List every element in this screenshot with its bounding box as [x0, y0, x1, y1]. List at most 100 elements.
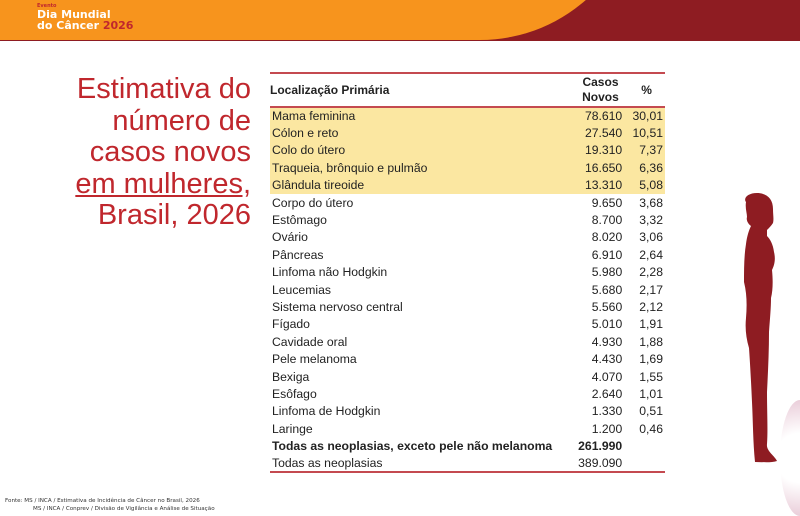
- cell-cases: 5.560: [591, 299, 623, 314]
- header-location: Localização Primária: [270, 83, 390, 97]
- source-note: Fonte: MS / INCA / Estimativa de Incidên…: [5, 498, 215, 513]
- cell-location: Bexiga: [272, 369, 310, 384]
- table-row: Estômago 8.700 3,32: [270, 211, 665, 228]
- cell-percent: 7,37: [628, 141, 665, 160]
- cell-percent: 2,12: [639, 299, 663, 314]
- table-row: Fígado 5.010 1,91: [270, 316, 665, 333]
- title-line: Estimativa do: [76, 73, 251, 105]
- cell-cases: 5.680: [591, 282, 623, 297]
- title-line: em mulheres,: [75, 167, 251, 200]
- cell-cases: 4.930: [591, 334, 623, 349]
- table-row: Leucemias 5.680 2,17: [270, 281, 665, 298]
- source-line: Fonte: MS / INCA / Estimativa de Incidên…: [5, 498, 200, 504]
- cell-percent: 30,01: [628, 107, 665, 125]
- cell-cases: 27.540: [572, 124, 629, 142]
- cell-location: Mama feminina: [270, 107, 573, 125]
- cell-cases: 78.610: [572, 107, 629, 125]
- cell-location: Cavidade oral: [272, 334, 348, 349]
- table-row: Laringe 1.200 0,46: [270, 420, 665, 437]
- cell-location: Todas as neoplasias, exceto pele não mel…: [272, 439, 553, 454]
- woman-silhouette-icon: [744, 193, 777, 463]
- table-row: Traqueia, brônquio e pulmão 16.650 6,36: [270, 159, 665, 177]
- cell-percent: 2,17: [639, 282, 663, 297]
- table-row: Todas as neoplasias, exceto pele não mel…: [270, 437, 665, 454]
- header-cases-line1: Casos: [582, 75, 619, 89]
- cell-location: Linfoma de Hodgkin: [272, 404, 381, 419]
- cell-percent: 5,08: [628, 176, 665, 194]
- cancer-cases-table: Localização Primária Casos Novos % Mama f…: [270, 72, 665, 473]
- cell-cases: 16.650: [572, 159, 629, 177]
- cell-cases: 2.640: [591, 386, 623, 401]
- logo-line2: do Câncer: [37, 19, 99, 32]
- cell-location: Estômago: [272, 213, 327, 228]
- cell-location: Laringe: [272, 421, 313, 436]
- cell-cases: 13.310: [572, 176, 629, 194]
- cell-percent: 1,88: [639, 334, 663, 349]
- table-header-row: Localização Primária Casos Novos %: [270, 73, 665, 107]
- table-row: Glândula tireoide 13.310 5,08: [270, 176, 665, 194]
- cell-location: Sistema nervoso central: [272, 299, 403, 314]
- cell-location: Pele melanoma: [272, 352, 357, 367]
- table-row: Cavidade oral 4.930 1,88: [270, 333, 665, 350]
- cell-location: Todas as neoplasias: [272, 456, 383, 470]
- cell-location: Linfoma não Hodgkin: [272, 265, 388, 280]
- cell-percent: 0,51: [639, 404, 663, 419]
- event-banner: Evento Dia Mundial do Câncer 2026: [0, 0, 800, 41]
- cell-location: Leucemias: [272, 282, 331, 297]
- title-line: Brasil, 2026: [97, 199, 251, 231]
- cell-percent: 3,32: [639, 213, 663, 228]
- cell-location: Ovário: [272, 230, 308, 245]
- cell-percent: 1,01: [639, 386, 663, 401]
- cell-location: Traqueia, brônquio e pulmão: [270, 159, 573, 177]
- cell-percent: [628, 437, 665, 454]
- cell-location: Fígado: [272, 317, 310, 332]
- cell-location: Glândula tireoide: [270, 176, 573, 194]
- cell-percent: 6,36: [628, 159, 665, 177]
- table-row: Esôfago 2.640 1,01: [270, 385, 665, 402]
- cell-percent: 2,64: [639, 247, 663, 262]
- logo-year: 2026: [102, 19, 134, 32]
- cell-cases: 4.430: [591, 352, 623, 367]
- cell-cases: 5.010: [591, 317, 623, 332]
- cell-cases: 9.650: [591, 195, 623, 210]
- cell-percent: 10,51: [628, 124, 665, 142]
- cell-percent: 1,55: [639, 369, 663, 384]
- table-row: Corpo do útero 9.650 3,68: [270, 194, 665, 211]
- cell-location: Esôfago: [272, 386, 317, 401]
- decorative-circle: [780, 400, 800, 516]
- cell-cases: 1.330: [591, 404, 623, 419]
- table-row: Ovário 8.020 3,06: [270, 229, 665, 246]
- header-cases: Casos Novos: [573, 73, 628, 107]
- cell-percent: 1,69: [639, 352, 663, 367]
- cell-percent: 0,46: [639, 421, 663, 436]
- cell-percent: 2,28: [639, 265, 663, 280]
- cell-cases: 6.910: [591, 247, 623, 262]
- cell-percent: 3,68: [639, 195, 663, 210]
- table-row: Cólon e reto 27.540 10,51: [270, 124, 665, 142]
- cell-cases: 389.090: [578, 456, 623, 470]
- header-percent: %: [641, 82, 652, 97]
- table-row: Colo do útero 19.310 7,37: [270, 141, 665, 160]
- title-line: casos novos: [89, 136, 251, 168]
- table-row: Todas as neoplasias 389.090: [270, 455, 665, 473]
- table-row: Linfoma de Hodgkin 1.330 0,51: [270, 403, 665, 420]
- cell-cases: 19.310: [572, 141, 629, 160]
- cell-percent: [628, 455, 665, 472]
- event-logo: Evento Dia Mundial do Câncer 2026: [37, 3, 133, 31]
- logo-line1: Dia Mundial: [37, 8, 111, 21]
- cell-location: Corpo do útero: [272, 195, 354, 210]
- table-row: Linfoma não Hodgkin 5.980 2,28: [270, 264, 665, 281]
- cell-cases: 261.990: [578, 439, 623, 454]
- table-row: Bexiga 4.070 1,55: [270, 368, 665, 385]
- cell-cases: 4.070: [591, 369, 623, 384]
- cell-percent: 3,06: [639, 230, 663, 245]
- table-row: Mama feminina 78.610 30,01: [270, 107, 665, 125]
- cell-cases: 1.200: [591, 421, 623, 436]
- cell-location: Colo do útero: [270, 141, 573, 160]
- slide-title: Estimativa do número de casos novos em m…: [0, 73, 251, 232]
- table-row: Sistema nervoso central 5.560 2,12: [270, 298, 665, 315]
- table-row: Pâncreas 6.910 2,64: [270, 246, 665, 263]
- event-label: Evento: [37, 3, 57, 9]
- source-line: MS / INCA / Conprev / Divisão de Vigilân…: [33, 505, 215, 512]
- cell-cases: 8.700: [591, 213, 623, 228]
